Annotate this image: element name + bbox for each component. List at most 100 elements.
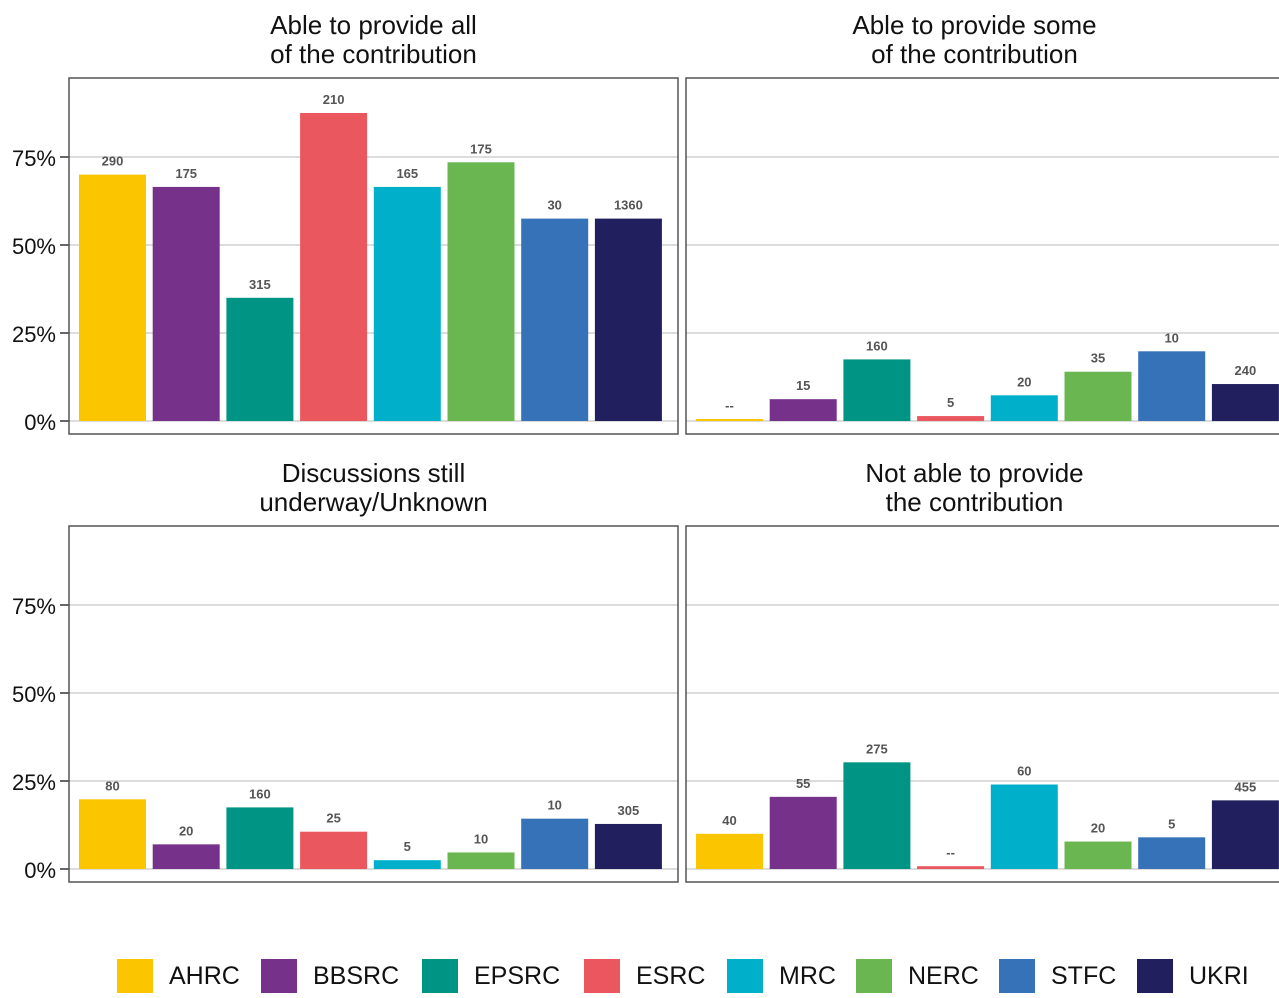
- legend-item-mrc: MRC: [727, 958, 836, 994]
- panel-2-bar-label-nerc: 35: [1091, 351, 1105, 366]
- panel-4-bar-label-ukri: 455: [1235, 779, 1257, 794]
- legend-label-ahrc: AHRC: [169, 961, 240, 990]
- panel-1-bar-label-bbsrc: 175: [175, 166, 197, 181]
- panel-3-title-line-2: underway/Unknown: [259, 487, 487, 517]
- legend-label-ukri: UKRI: [1189, 961, 1249, 990]
- panel-2-border: [685, 77, 1279, 435]
- panel-1-bar-label-ukri: 1360: [614, 198, 643, 213]
- legend-item-bbsrc: BBSRC: [261, 958, 399, 994]
- panel-4-bar-label-esrc: --: [946, 845, 955, 860]
- panel-2-bar-label-esrc: 5: [947, 395, 954, 410]
- panel-2-bar-ukri: [1211, 384, 1279, 421]
- panel-4-bar-label-mrc: 60: [1017, 764, 1031, 779]
- panel-1-bar-label-epsrc: 315: [249, 277, 271, 292]
- panel-3-bar-epsrc: [226, 807, 294, 869]
- panel-2-bar-label-bbsrc: 15: [796, 378, 810, 393]
- panel-3-bar-bbsrc: [152, 844, 220, 869]
- panel-4-bar-label-epsrc: 275: [866, 741, 888, 756]
- panel-4-bar-label-bbsrc: 55: [796, 776, 810, 791]
- panel-3-bar-label-nerc: 10: [474, 831, 488, 846]
- legend-label-stfc: STFC: [1051, 961, 1117, 990]
- panel-1-bar-label-mrc: 165: [396, 166, 418, 181]
- legend-swatch-ukri: [1137, 959, 1173, 993]
- legend-swatch-esrc: [584, 959, 620, 993]
- panel-2-title-line-2: of the contribution: [871, 39, 1078, 69]
- legend-item-ukri: UKRI: [1137, 958, 1249, 994]
- panel-2-bar-bbsrc: [769, 399, 837, 421]
- panel-4-border: [685, 525, 1279, 883]
- panel-1-bar-ahrc: [79, 174, 146, 421]
- panel-2-bar-label-ukri: 240: [1235, 363, 1257, 378]
- legend-item-stfc: STFC: [999, 958, 1116, 994]
- panel-4-bar-ahrc: [696, 833, 763, 869]
- panel-3-y-tick-label-1: 25%: [12, 770, 56, 795]
- panel-1-bar-epsrc: [226, 297, 294, 421]
- panel-1-y-tick-label-0: 0%: [24, 410, 56, 435]
- panel-3-y-tick-label-0: 0%: [24, 858, 56, 883]
- panel-2-bar-label-mrc: 20: [1017, 374, 1031, 389]
- panel-1-title-line-1: Able to provide all: [270, 10, 477, 40]
- panel-1-bar-stfc: [521, 218, 589, 421]
- panel-4-bar-nerc: [1064, 841, 1132, 869]
- panel-4-bar-esrc: [917, 866, 985, 869]
- panel-3-y-tick-label-2: 50%: [12, 682, 56, 707]
- panel-2-bar-ahrc: [696, 419, 763, 421]
- panel-2-bar-mrc: [990, 395, 1058, 421]
- panel-3-bar-label-ahrc: 80: [105, 778, 119, 793]
- panel-4-bar-label-nerc: 20: [1091, 821, 1105, 836]
- panel-4-bar-ukri: [1211, 800, 1279, 869]
- panel-1-y-tick-label-1: 25%: [12, 322, 56, 347]
- panel-1-bar-ukri: [594, 218, 662, 421]
- chart-legend: AHRC BBSRC EPSRC ESRC MRC NERC STFC UKR: [0, 958, 1279, 998]
- panel-3-title-line-1: Discussions still: [282, 458, 466, 488]
- panel-3-bar-label-stfc: 10: [547, 798, 561, 813]
- panel-1-bar-label-nerc: 175: [470, 141, 492, 156]
- panel-3-bar-mrc: [373, 860, 441, 869]
- panel-2-bar-epsrc: [843, 359, 911, 421]
- legend-item-ahrc: AHRC: [117, 958, 240, 994]
- legend-swatch-nerc: [856, 959, 892, 993]
- panel-4-title-line-2: the contribution: [886, 487, 1064, 517]
- legend-label-mrc: MRC: [779, 961, 836, 990]
- panel-4-bar-label-stfc: 5: [1168, 816, 1175, 831]
- panel-4-bar-epsrc: [843, 762, 911, 869]
- panel-1-bar-esrc: [300, 113, 368, 421]
- legend-item-nerc: NERC: [856, 958, 979, 994]
- panel-3-bar-label-esrc: 25: [326, 811, 340, 826]
- panel-3-border: [68, 525, 679, 883]
- panel-3-bar-nerc: [447, 852, 515, 869]
- legend-swatch-ahrc: [117, 959, 153, 993]
- panel-2-bar-stfc: [1138, 351, 1206, 421]
- legend-label-nerc: NERC: [908, 961, 979, 990]
- panel-2-bar-label-epsrc: 160: [866, 338, 888, 353]
- panel-3-y-tick-label-3: 75%: [12, 594, 56, 619]
- panel-1-title-line-2: of the contribution: [270, 39, 477, 69]
- panel-1-y-tick-label-2: 50%: [12, 234, 56, 259]
- panel-3-bar-label-epsrc: 160: [249, 786, 271, 801]
- panel-1-bar-label-ahrc: 290: [102, 154, 124, 169]
- legend-label-bbsrc: BBSRC: [313, 961, 400, 990]
- panel-1-border: [68, 77, 679, 435]
- panel-3-bar-ukri: [594, 823, 662, 869]
- legend-label-esrc: ESRC: [636, 961, 706, 990]
- panel-3-bar-esrc: [300, 831, 368, 869]
- legend-label-epsrc: EPSRC: [474, 961, 561, 990]
- panel-1-bar-label-stfc: 30: [547, 198, 561, 213]
- panel-4-bar-bbsrc: [769, 796, 837, 869]
- panel-2-title-line-1: Able to provide some: [852, 10, 1096, 40]
- panel-2-bar-label-ahrc: --: [725, 398, 734, 413]
- panel-1-bar-bbsrc: [152, 186, 220, 421]
- panel-1-y-tick-label-3: 75%: [12, 146, 56, 171]
- panel-2-bar-label-stfc: 10: [1164, 330, 1178, 345]
- panel-3-bar-ahrc: [79, 799, 146, 869]
- legend-swatch-mrc: [727, 959, 763, 993]
- panel-3-bar-label-ukri: 305: [618, 803, 640, 818]
- panel-2-bar-esrc: [917, 416, 985, 421]
- legend-swatch-bbsrc: [261, 959, 297, 993]
- panel-1-bar-label-esrc: 210: [323, 92, 345, 107]
- panel-3-bar-label-bbsrc: 20: [179, 823, 193, 838]
- legend-item-epsrc: EPSRC: [422, 958, 560, 994]
- panel-2-bar-nerc: [1064, 371, 1132, 421]
